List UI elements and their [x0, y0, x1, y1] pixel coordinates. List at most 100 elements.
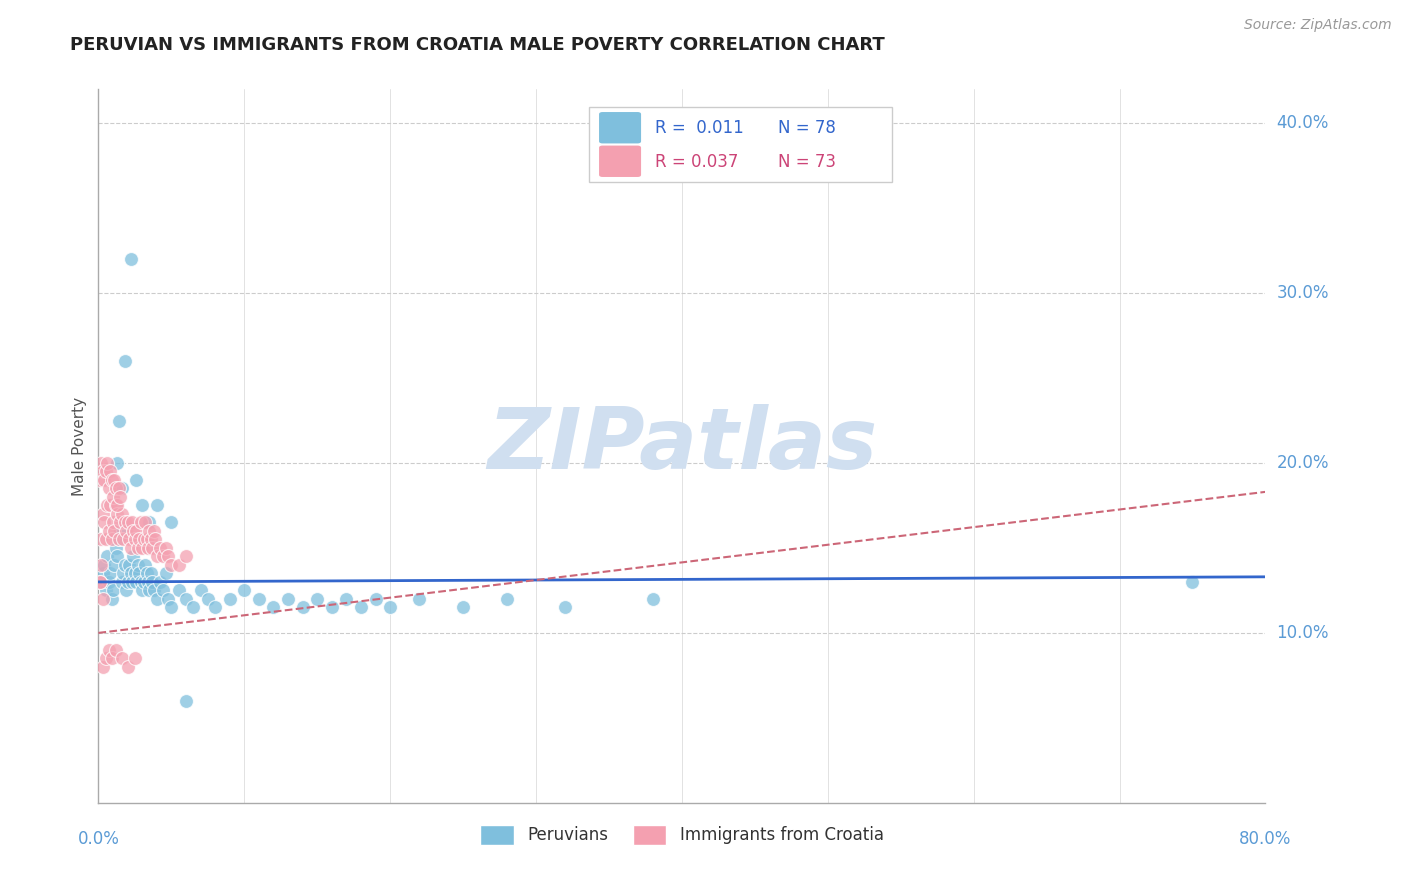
Point: [139, 533, 162, 547]
Point: [94, 465, 117, 479]
Point: [128, 566, 150, 581]
Point: [321, 600, 343, 615]
Point: [91, 566, 114, 581]
Point: [138, 524, 160, 538]
Text: 10.0%: 10.0%: [1277, 624, 1329, 642]
Point: [91, 591, 114, 606]
Point: [129, 574, 152, 589]
Point: [100, 473, 122, 487]
Point: [155, 541, 177, 555]
Point: [112, 533, 135, 547]
Point: [291, 600, 314, 615]
Point: [91, 660, 114, 674]
FancyBboxPatch shape: [599, 145, 641, 177]
Point: [103, 473, 125, 487]
Point: [111, 482, 134, 496]
Point: [160, 516, 183, 530]
Point: [108, 413, 131, 427]
Point: [98, 566, 121, 581]
Point: [105, 499, 128, 513]
Point: [364, 591, 387, 606]
Point: [496, 591, 519, 606]
Point: [93, 516, 115, 530]
Point: [121, 574, 143, 589]
Text: 0.0%: 0.0%: [77, 830, 120, 848]
Text: R =  0.011: R = 0.011: [655, 120, 744, 137]
Point: [114, 516, 136, 530]
Point: [101, 490, 124, 504]
Point: [204, 600, 226, 615]
Point: [167, 583, 190, 598]
FancyBboxPatch shape: [599, 112, 641, 144]
Point: [90, 574, 112, 589]
Point: [117, 660, 139, 674]
Point: [131, 583, 153, 598]
Point: [120, 541, 142, 555]
Point: [112, 566, 135, 581]
Text: N = 78: N = 78: [778, 120, 835, 137]
Point: [141, 574, 163, 589]
Point: [117, 574, 139, 589]
Point: [124, 651, 146, 665]
FancyBboxPatch shape: [589, 107, 891, 182]
Point: [100, 591, 122, 606]
Legend: Peruvians, Immigrants from Croatia: Peruvians, Immigrants from Croatia: [474, 818, 890, 852]
Point: [335, 591, 357, 606]
Point: [160, 600, 183, 615]
Point: [96, 499, 118, 513]
Point: [155, 566, 177, 581]
Point: [101, 516, 124, 530]
Point: [157, 591, 180, 606]
Point: [132, 574, 155, 589]
Y-axis label: Male Poverty: Male Poverty: [72, 396, 87, 496]
Text: ZIPatlas: ZIPatlas: [486, 404, 877, 488]
Text: PERUVIAN VS IMMIGRANTS FROM CROATIA MALE POVERTY CORRELATION CHART: PERUVIAN VS IMMIGRANTS FROM CROATIA MALE…: [70, 36, 884, 54]
Point: [110, 516, 132, 530]
Point: [408, 591, 430, 606]
Point: [100, 651, 122, 665]
Point: [115, 583, 138, 598]
Point: [174, 694, 197, 708]
Point: [160, 558, 183, 572]
Point: [451, 600, 474, 615]
Point: [120, 252, 142, 266]
Point: [233, 583, 256, 598]
Point: [139, 566, 162, 581]
Point: [125, 524, 148, 538]
Text: 40.0%: 40.0%: [1277, 114, 1329, 132]
Point: [108, 533, 131, 547]
Point: [157, 549, 180, 564]
Point: [554, 600, 576, 615]
Point: [125, 473, 148, 487]
Point: [136, 574, 159, 589]
Point: [138, 516, 160, 530]
Point: [111, 651, 134, 665]
Point: [127, 541, 149, 555]
Point: [89, 574, 111, 589]
Point: [121, 516, 143, 530]
Point: [96, 549, 118, 564]
Point: [91, 465, 114, 479]
Point: [174, 549, 197, 564]
Point: [93, 558, 115, 572]
Point: [122, 549, 145, 564]
Point: [149, 541, 172, 555]
Point: [89, 574, 111, 589]
Point: [135, 533, 157, 547]
Point: [134, 558, 156, 572]
Point: [94, 651, 117, 665]
Point: [97, 643, 120, 657]
Point: [307, 591, 329, 606]
Point: [104, 541, 127, 555]
Point: [134, 516, 156, 530]
Point: [101, 583, 124, 598]
Point: [108, 533, 131, 547]
Point: [90, 558, 112, 572]
Point: [197, 591, 219, 606]
Point: [105, 507, 128, 521]
Text: 20.0%: 20.0%: [1277, 454, 1329, 472]
Point: [149, 574, 172, 589]
Point: [127, 558, 149, 572]
Point: [111, 507, 134, 521]
Point: [98, 465, 121, 479]
